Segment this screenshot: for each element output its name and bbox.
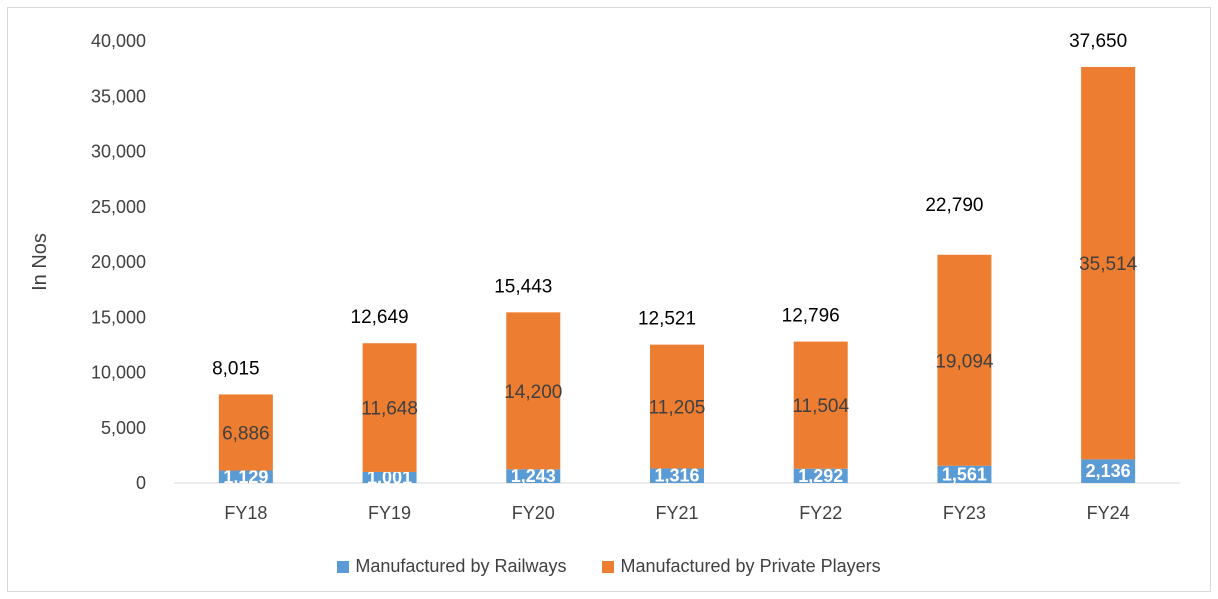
bar-private-players [218,394,273,471]
x-tick-label: FY19 [368,503,411,523]
chart-frame [7,7,1211,592]
legend-item-private: Manufactured by Private Players [602,556,881,577]
bar-private-players [793,341,848,469]
legend-label-private: Manufactured by Private Players [620,556,881,576]
bar-private-players [937,254,992,466]
data-label-private-players: 11,205 [649,398,706,419]
x-tick-label: FY20 [512,503,555,523]
data-label-railways: 1,561 [942,464,987,484]
data-label-railways: 1,243 [511,466,556,486]
y-tick-label: 35,000 [91,86,146,106]
bar-railways [362,471,417,483]
bar-private-players [650,344,704,469]
bar-railways [937,465,992,483]
data-label-railways: 1,001 [367,467,412,487]
bar-railways [650,468,704,483]
y-tick-label: 10,000 [91,363,146,383]
total-label: 37,650 [1069,31,1127,52]
legend-item-railways: Manufactured by Railways [337,556,566,577]
data-label-private-players: 19,094 [935,351,994,372]
bar-private-players [362,343,417,472]
bar-private-players [506,312,561,470]
data-label-private-players: 35,514 [1079,254,1138,275]
y-tick-label: 25,000 [91,197,146,217]
x-tick-label: FY24 [1087,503,1130,523]
data-label-private-players: 11,648 [361,399,418,420]
legend-swatch-private [602,560,615,573]
bar-railways [506,469,561,483]
total-label: 8,015 [212,358,260,379]
bar-railways [218,470,273,483]
y-tick-label: 40,000 [91,31,146,51]
data-label-private-players: 11,504 [792,396,849,417]
bars: 1,129 6,886 8,015 1,001 11,648 12,649 1,243 14,… [212,31,1138,488]
y-tick-label: 30,000 [91,142,146,162]
total-label: 15,443 [494,276,552,297]
data-label-railways: 1,292 [798,466,843,486]
x-tick-label: FY23 [943,503,986,523]
data-label-private-players: 6,886 [222,423,270,444]
bar-railways [1081,459,1136,483]
y-tick-label: 20,000 [91,252,146,272]
y-tick-label: 15,000 [91,307,146,327]
total-label: 12,521 [638,309,696,330]
legend-label-railways: Manufactured by Railways [355,556,567,576]
total-label: 22,790 [925,195,983,216]
x-axis-ticks: FY18 FY19 FY20 FY21 FY22 FY23 FY24 [224,503,1129,523]
y-tick-label: 0 [136,473,146,493]
x-tick-label: FY21 [655,503,698,523]
data-label-railways: 1,129 [223,467,268,487]
bar-private-players [1081,66,1136,460]
y-axis-title: In Nos [29,233,51,291]
total-label: 12,796 [782,306,840,327]
data-label-railways: 1,316 [654,466,699,486]
data-label-private-players: 14,200 [504,382,562,403]
x-tick-label: FY22 [799,503,842,523]
total-label: 12,649 [351,307,409,328]
y-axis-ticks: 0 5,000 10,000 15,000 20,000 25,000 30,000 35,0… [91,31,146,493]
x-tick-label: FY18 [224,503,267,523]
data-label-railways: 2,136 [1086,461,1131,481]
y-tick-label: 5,000 [101,418,146,438]
bar-railways [793,468,848,483]
legend-swatch-railways [337,560,350,573]
legend: Manufactured by Railways Manufactured by… [0,556,1218,577]
